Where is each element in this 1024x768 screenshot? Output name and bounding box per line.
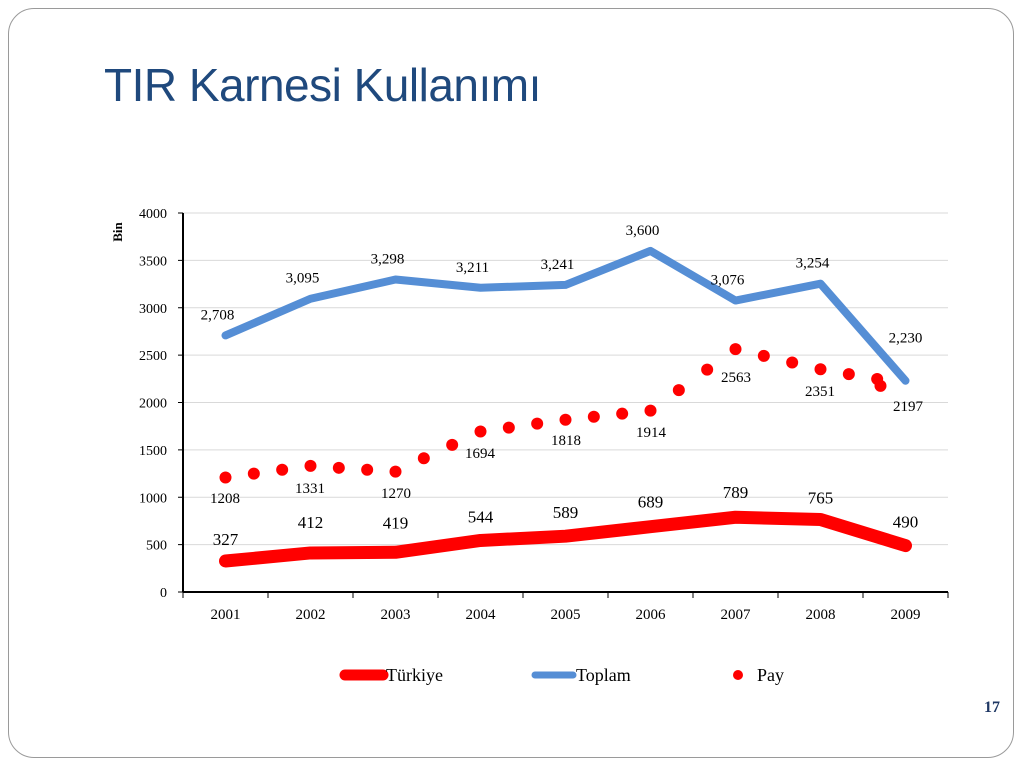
y-tick-label: 500 (146, 539, 167, 554)
x-tick-label: 2003 (381, 607, 411, 623)
x-tick-label: 2004 (466, 607, 497, 623)
x-tick-label: 2009 (891, 607, 921, 623)
data-label-pay: 1694 (465, 446, 496, 462)
pay-dot (502, 421, 515, 434)
pay-dot (644, 404, 657, 417)
pay-dot (446, 438, 459, 451)
data-label-toplam: 2,230 (889, 331, 923, 347)
pay-dot (587, 410, 600, 423)
y-tick-label: 4000 (139, 207, 167, 222)
pay-dot (531, 417, 544, 430)
data-label-turkiye: 490 (893, 513, 919, 532)
pay-dot (219, 471, 232, 484)
data-label-turkiye: 765 (808, 489, 834, 508)
data-label-pay: 2563 (721, 370, 751, 386)
pay-dot (672, 384, 685, 397)
data-label-toplam: 3,600 (626, 223, 660, 239)
x-tick-label: 2008 (806, 607, 836, 623)
slide-frame (8, 8, 1014, 758)
legend-label-pay: Pay (757, 665, 784, 685)
pay-dot (701, 363, 714, 376)
data-label-toplam: 3,241 (541, 257, 575, 273)
data-label-pay: 1331 (295, 481, 325, 497)
series-line-toplam (221, 246, 910, 385)
data-label-toplam: 3,254 (796, 256, 830, 272)
legend-swatch-pay (733, 670, 743, 680)
x-tick-label: 2002 (296, 607, 326, 623)
x-tick-label: 2007 (721, 607, 752, 623)
x-tick-label: 2001 (211, 607, 241, 623)
pay-dot (786, 356, 799, 369)
data-label-pay: 2197 (893, 399, 924, 415)
data-label-turkiye: 327 (213, 530, 239, 549)
pay-dot (417, 452, 430, 465)
y-tick-label: 0 (160, 586, 167, 601)
data-label-toplam: 3,211 (456, 260, 489, 276)
data-label-toplam: 3,076 (711, 273, 745, 289)
pay-dot (332, 461, 345, 474)
pay-dot (814, 363, 827, 376)
y-tick-label: 1000 (139, 491, 167, 506)
y-tick-label: 2000 (139, 397, 167, 412)
pay-dot (616, 407, 629, 420)
pay-dot (757, 349, 770, 362)
data-label-pay: 1208 (210, 491, 240, 507)
pay-dot (874, 379, 887, 392)
y-axis-title: Bin (110, 221, 125, 241)
data-label-turkiye: 589 (553, 503, 579, 522)
data-label-turkiye: 419 (383, 513, 409, 532)
data-label-turkiye: 789 (723, 483, 749, 502)
y-tick-label: 3000 (139, 302, 167, 317)
pay-dot (361, 463, 374, 476)
y-tick-label: 2500 (139, 349, 167, 364)
data-label-pay: 1270 (381, 486, 411, 502)
x-tick-label: 2006 (636, 607, 667, 623)
data-label-pay: 1818 (551, 433, 581, 449)
data-label-pay: 2351 (805, 384, 835, 400)
data-label-turkiye: 412 (298, 513, 324, 532)
data-label-toplam: 3,298 (371, 252, 405, 268)
pay-dot (389, 465, 402, 478)
page-number: 17 (984, 699, 1000, 716)
pay-dot (474, 425, 487, 438)
pay-dot (247, 467, 260, 480)
pay-dot (276, 463, 289, 476)
pay-dot (559, 413, 572, 426)
pay-dot (729, 343, 742, 356)
series-line-turkiye (219, 510, 912, 568)
y-tick-label: 3500 (139, 254, 167, 269)
legend-label-turkiye: Türkiye (386, 665, 443, 685)
data-label-toplam: 3,095 (286, 271, 320, 287)
pay-dot (842, 368, 855, 381)
data-label-turkiye: 544 (468, 507, 494, 526)
data-label-turkiye: 689 (638, 493, 664, 512)
y-tick-label: 1500 (139, 444, 167, 459)
legend-label-toplam: Toplam (576, 665, 631, 685)
x-tick-label: 2005 (551, 607, 581, 623)
slide-title: TIR Karnesi Kullanımı (104, 59, 541, 111)
data-label-pay: 1914 (636, 425, 667, 441)
data-label-toplam: 2,708 (201, 307, 235, 323)
pay-dot (304, 459, 317, 472)
